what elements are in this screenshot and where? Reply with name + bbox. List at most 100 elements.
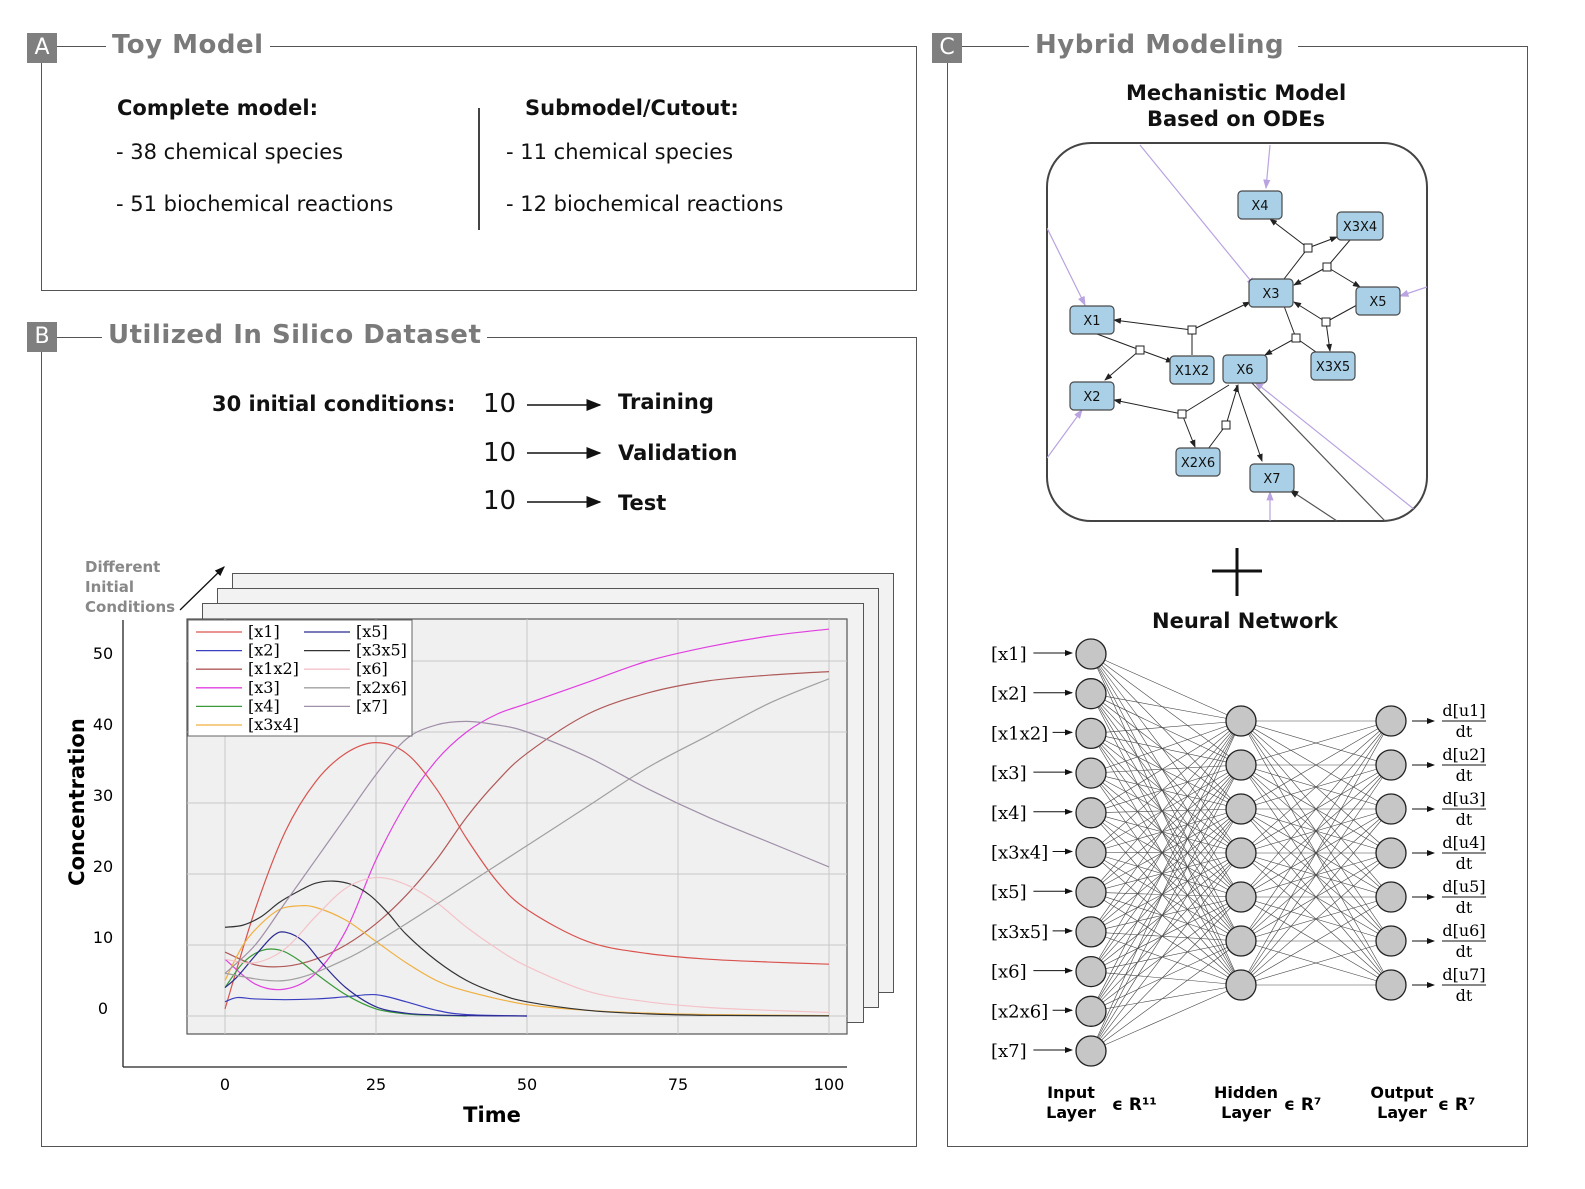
series-line: [224, 678, 830, 982]
stack-label-line-2: Initial: [85, 578, 134, 596]
nn-connection: [1090, 693, 1242, 898]
submodel-heading: Submodel/Cutout:: [525, 96, 739, 120]
input-feature-label: [x1x2]: [991, 723, 1048, 744]
input-feature-label: [x4]: [991, 803, 1027, 824]
panel-a-divider: [478, 108, 480, 230]
output-derivative-denominator: dt: [1456, 766, 1473, 785]
reaction-edge: [1293, 301, 1327, 323]
panel-a-frame: [41, 46, 917, 291]
hidden-neuron: [1225, 793, 1257, 825]
species-node-x3: [1248, 278, 1294, 308]
legend-label: [x5]: [356, 622, 388, 641]
species-node-x4: [1237, 190, 1283, 220]
nn-title: Neural Network: [1152, 609, 1338, 633]
input-neuron: [1075, 836, 1107, 869]
nn-connection: [1090, 720, 1242, 734]
nn-connection: [1090, 772, 1242, 854]
nn-connection: [1090, 693, 1242, 942]
nn-connection: [1240, 720, 1392, 854]
reaction-node: [1322, 262, 1332, 272]
reaction-node: [1187, 325, 1197, 335]
input-neuron: [1075, 995, 1107, 1027]
nn-connection: [1090, 733, 1242, 766]
reaction-edge: [1307, 236, 1338, 249]
nn-connection: [1090, 693, 1242, 810]
input-neuron: [1075, 916, 1107, 948]
output-derivative-numerator: d[u2]: [1442, 745, 1485, 764]
species-label-x2x6: X2X6: [1181, 456, 1215, 471]
nn-connection: [1090, 720, 1242, 814]
output-derivative-denominator: dt: [1456, 854, 1473, 873]
species-node-x6: [1222, 354, 1268, 384]
nn-connection: [1090, 733, 1242, 942]
species-node-x1x2: [1169, 355, 1215, 385]
reaction-edge: [1264, 337, 1297, 356]
input-feature-label: [x6]: [991, 962, 1027, 983]
species-node-x1: [1069, 305, 1115, 335]
complete-model-reactions: - 51 biochemical reactions: [116, 192, 394, 216]
stack-arrow: [179, 566, 225, 611]
submodel-species: - 11 chemical species: [506, 140, 734, 164]
external-input-edge: [1398, 286, 1427, 297]
nn-connection: [1090, 720, 1242, 933]
layer-label-line-2: Layer: [1377, 1103, 1427, 1122]
nn-connection: [1090, 891, 1242, 898]
output-derivative-denominator: dt: [1456, 942, 1473, 961]
nn-connection: [1090, 733, 1242, 854]
input-neuron: [1075, 678, 1107, 710]
reaction-edge: [1269, 218, 1309, 249]
output-neuron: [1375, 749, 1407, 781]
input-neuron: [1075, 797, 1107, 829]
nn-connection: [1090, 720, 1242, 774]
input-feature-label: [x7]: [991, 1041, 1027, 1062]
nn-connection: [1090, 852, 1242, 986]
nn-connection: [1090, 808, 1242, 853]
output-neuron: [1375, 793, 1407, 825]
nn-connection: [1090, 808, 1242, 1052]
species-label-x1: X1: [1083, 314, 1100, 329]
input-neuron: [1075, 638, 1107, 670]
y-tick-label: 40: [93, 715, 113, 734]
x-tick-label: 50: [517, 1075, 537, 1094]
input-feature-label: [x3]: [991, 763, 1027, 784]
panel-c-tag: C: [932, 33, 962, 63]
nn-connection: [1090, 812, 1242, 854]
nn-connection: [1090, 653, 1242, 766]
nn-connection: [1090, 891, 1242, 942]
reaction-node: [1291, 333, 1301, 343]
hidden-neuron: [1225, 837, 1257, 869]
nn-connection: [1090, 896, 1242, 1052]
nn-connection: [1090, 720, 1242, 893]
layer-label-line-2: Layer: [1046, 1103, 1096, 1122]
nn-connection: [1090, 764, 1242, 1052]
species-label-x3: X3: [1262, 287, 1279, 302]
nn-connection: [1240, 720, 1392, 766]
series-line: [224, 880, 830, 1017]
external-output-edge: [1288, 489, 1338, 521]
external-input-edge: [1047, 409, 1083, 459]
nn-connection: [1090, 808, 1242, 972]
species-node-x2x6: [1175, 447, 1221, 477]
split-count-validation: 10: [483, 438, 517, 468]
split-label-test: Test: [618, 491, 667, 515]
legend-label: [x3]: [248, 678, 280, 697]
hidden-neuron: [1225, 969, 1257, 1001]
nn-connection: [1090, 852, 1242, 1012]
submodel-reactions: - 12 biochemical reactions: [506, 192, 784, 216]
nn-connection: [1090, 852, 1242, 854]
output-neuron: [1375, 881, 1407, 913]
nn-connection: [1090, 693, 1242, 722]
species-label-x2: X2: [1083, 390, 1100, 405]
legend-label: [x3x4]: [248, 715, 299, 734]
reaction-edge: [1113, 398, 1183, 415]
mech-title-line-1: Mechanistic Model: [1126, 81, 1347, 105]
input-feature-label: [x3x5]: [991, 922, 1048, 943]
input-neuron: [1075, 1035, 1107, 1067]
external-input-edge: [1139, 144, 1256, 287]
y-tick-label: 20: [93, 857, 113, 876]
input-feature-label: [x1]: [991, 644, 1027, 665]
nn-connection: [1090, 808, 1242, 1012]
nn-connection: [1090, 852, 1242, 1052]
nn-connection: [1090, 940, 1242, 972]
